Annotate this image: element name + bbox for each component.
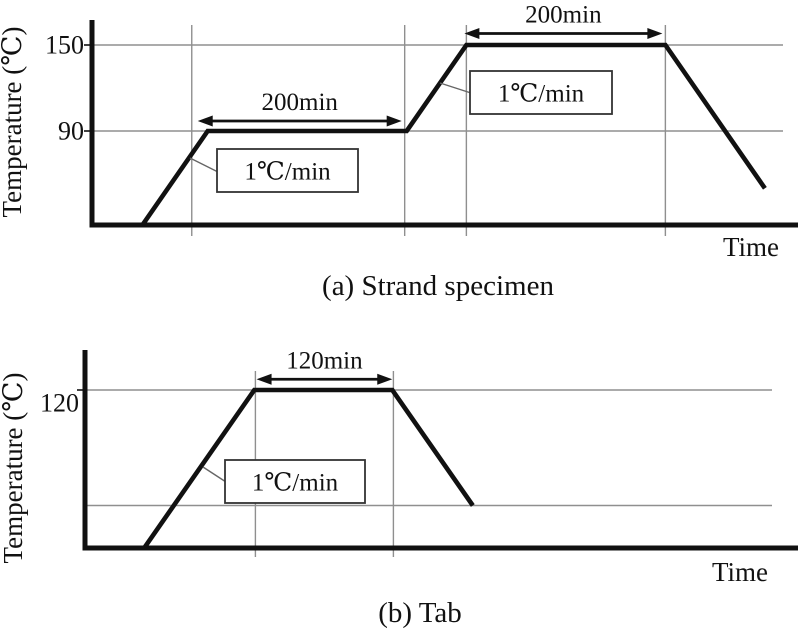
y-axis-label: Temperature (℃) [0, 27, 27, 218]
chart-strand: 150 90 200min 200min 1℃/min 1℃/min Temperature… [0, 2, 798, 262]
arrowhead-right-icon [386, 115, 402, 127]
duration-label: 200min [262, 89, 339, 116]
rate-label: 1℃/min [244, 159, 331, 186]
arrowhead-left-icon [464, 28, 480, 40]
temperature-profile-line [141, 42, 767, 226]
x-axis-label: Time [712, 557, 768, 587]
rate-label: 1℃/min [498, 81, 585, 108]
rate-label-box [224, 459, 366, 504]
arrowhead-left-icon [256, 373, 272, 385]
arrowhead-left-icon [197, 115, 213, 127]
caption-tab: (b) Tab [378, 597, 462, 629]
rate-label-box [469, 70, 613, 115]
arrowhead-right-icon [377, 373, 393, 385]
y-tick-label: 150 [45, 31, 84, 60]
x-axis-label: Time [723, 232, 779, 262]
y-tick-label: 120 [40, 389, 79, 418]
duration-label: 200min [525, 2, 602, 29]
caption-strand-specimen: (a) Strand specimen [322, 270, 554, 302]
y-axis-label: Temperature (℃) [0, 373, 28, 564]
rate-label-box [216, 148, 359, 193]
temperature-profile-line [143, 387, 475, 549]
arrowhead-right-icon [647, 28, 663, 40]
rate-label: 1℃/min [252, 470, 339, 497]
callout-leader [439, 82, 472, 94]
callout-leader [202, 466, 227, 483]
y-tick-label: 90 [58, 117, 84, 146]
duration-label: 120min [286, 347, 363, 374]
chart-tab: 120 120min 1℃/min Temperature (℃) Time [0, 347, 798, 587]
callout-leader [189, 157, 219, 173]
